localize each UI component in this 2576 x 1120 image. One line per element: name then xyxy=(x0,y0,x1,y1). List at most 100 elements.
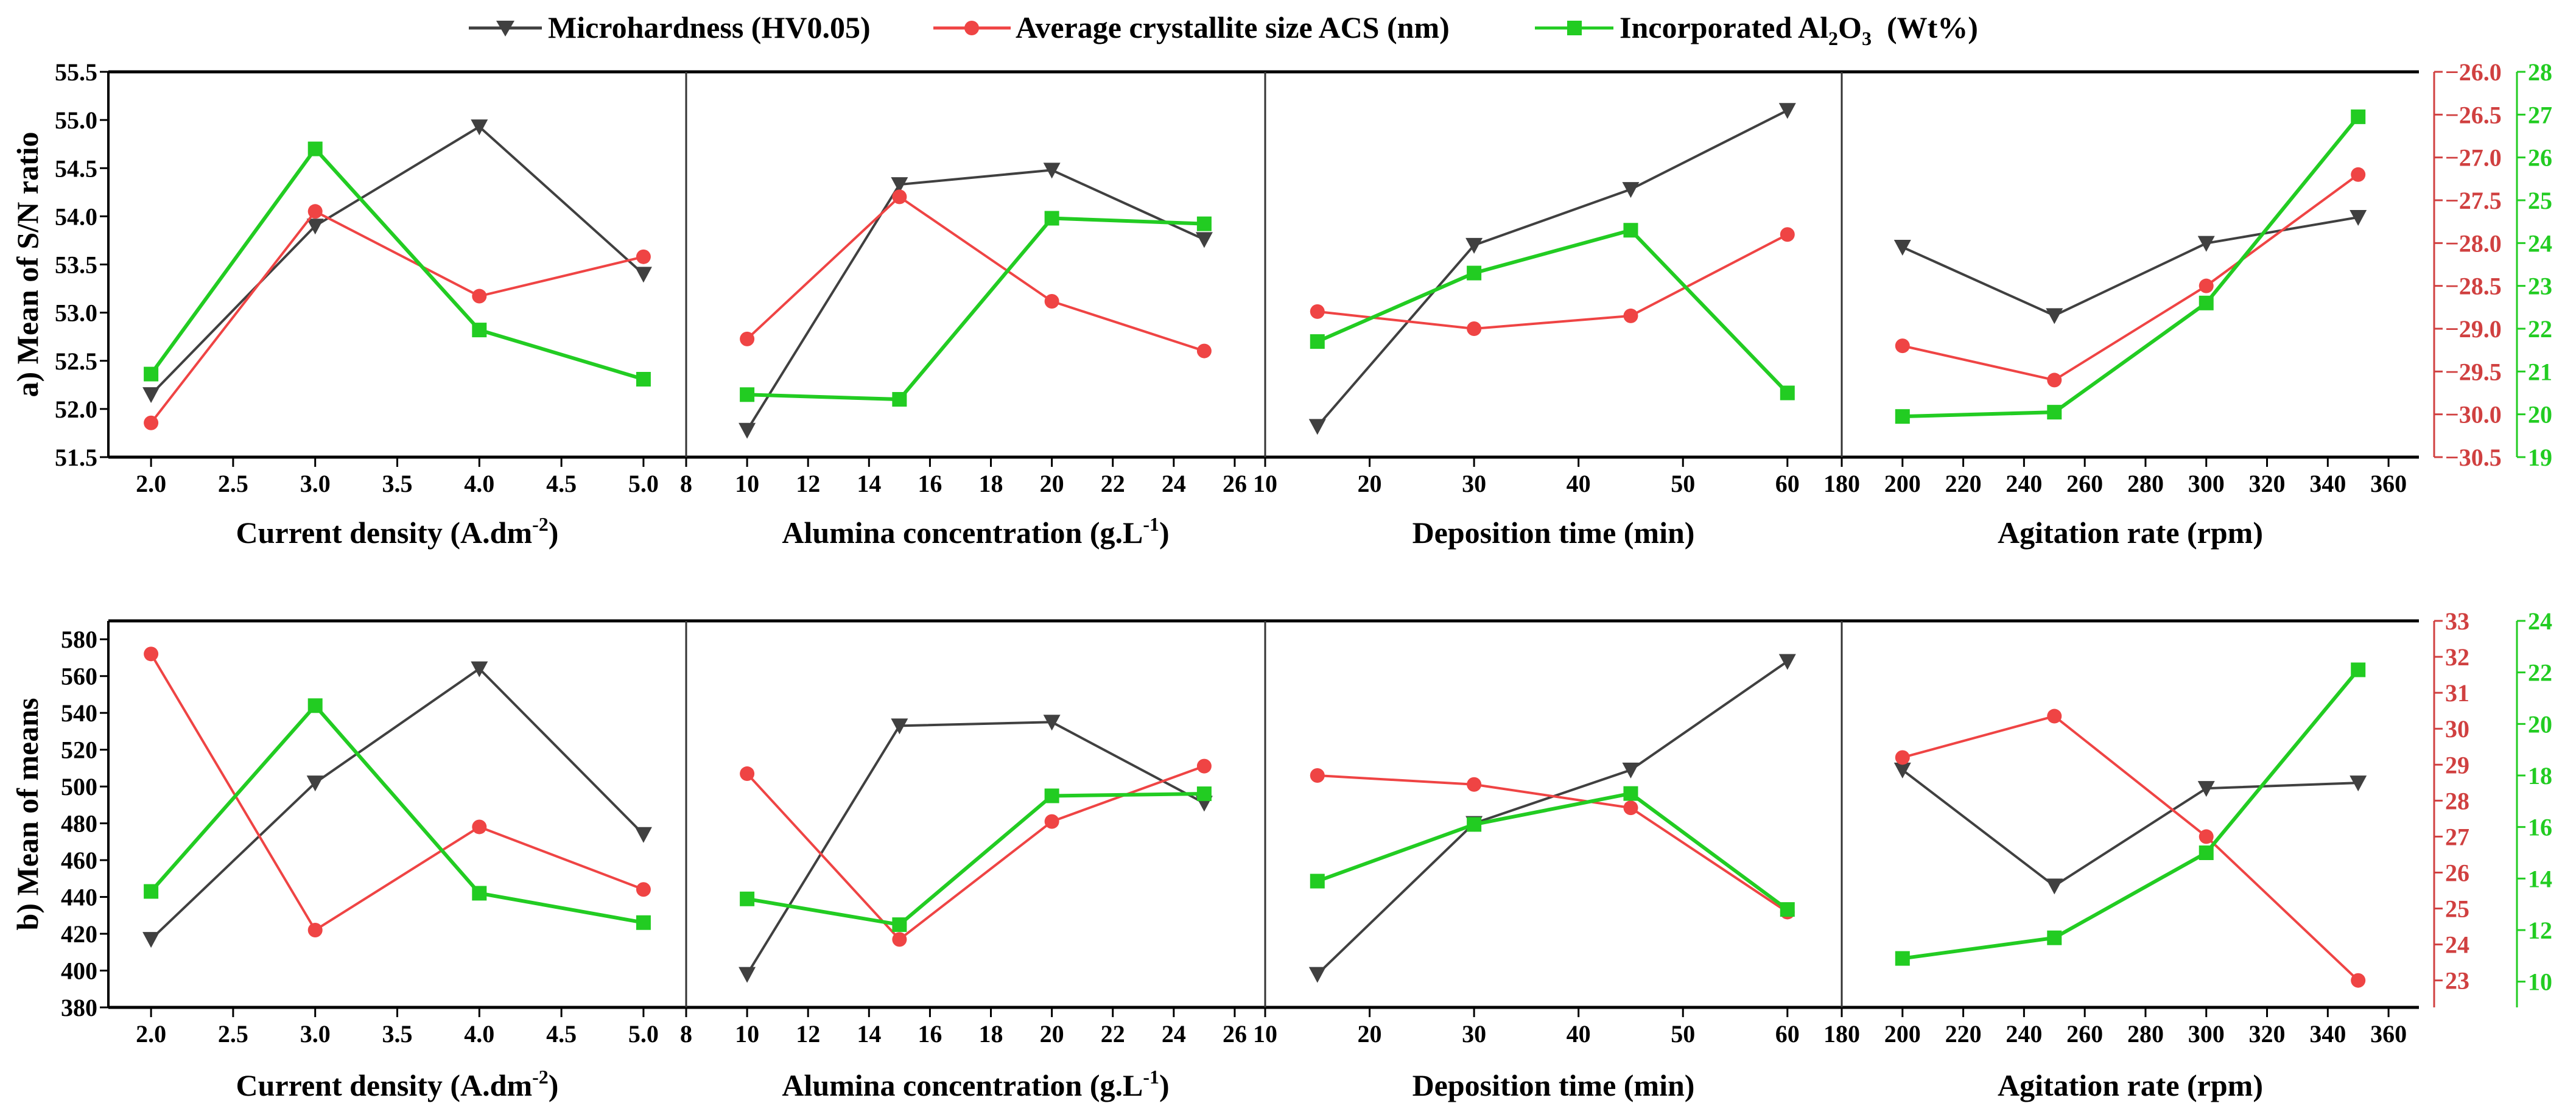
x-tick-label: 2.5 xyxy=(218,1020,248,1048)
microhardness-line xyxy=(746,169,1205,431)
x-tick-label: 10 xyxy=(735,470,759,497)
x-tick-label: 360 xyxy=(2370,1020,2407,1048)
acs-point xyxy=(144,415,159,430)
acs-line xyxy=(150,209,644,424)
x-tick-label: 280 xyxy=(2127,470,2164,497)
al2o3-tick-label: 22 xyxy=(2528,659,2552,687)
al2o3-point xyxy=(636,371,651,387)
x-tick-label: 3.0 xyxy=(300,1020,331,1048)
acs-point xyxy=(636,882,651,897)
al2o3-point xyxy=(144,884,159,899)
x-axis-title: Agitation rate (rpm) xyxy=(1998,516,2263,550)
al2o3-tick-label: 16 xyxy=(2528,814,2552,841)
x-tick-label: 10 xyxy=(1253,470,1277,497)
al2o3-point xyxy=(2047,930,2062,945)
x-tick-label: 5.0 xyxy=(628,1020,659,1048)
al2o3-tick-label: 24 xyxy=(2528,607,2552,635)
x-tick-label: 12 xyxy=(796,470,820,497)
al2o3-line xyxy=(149,145,644,381)
acs-point xyxy=(1895,750,1910,765)
al2o3-line xyxy=(149,702,644,925)
microhardness-point xyxy=(471,119,488,136)
x-tick-label: 340 xyxy=(2309,1020,2346,1048)
acs-tick-label: −30.0 xyxy=(2445,401,2502,429)
acs-tick-label: −26.5 xyxy=(2445,101,2502,128)
al2o3-tick-label: 24 xyxy=(2528,229,2552,257)
microhardness-line xyxy=(1901,215,2359,317)
y-tick-label: 500 xyxy=(61,773,97,800)
al2o3-tick-label: 10 xyxy=(2528,968,2552,996)
x-tick-label: 3.0 xyxy=(300,470,331,497)
al2o3-line xyxy=(1902,668,2360,961)
acs-tick-label: −27.5 xyxy=(2445,187,2502,214)
acs-point xyxy=(1623,800,1638,816)
microhardness-line xyxy=(1901,769,2359,887)
legend-triangle-marker xyxy=(496,21,514,37)
microhardness-line xyxy=(150,667,645,940)
x-tick-label: 60 xyxy=(1775,1020,1800,1048)
x-tick-label: 300 xyxy=(2188,470,2225,497)
al2o3-tick-label: 26 xyxy=(2528,144,2552,172)
microhardness-line xyxy=(1316,660,1788,976)
al2o3-point xyxy=(2199,845,2214,860)
microhardness-point xyxy=(739,422,756,439)
x-tick-label: 26 xyxy=(1223,470,1247,497)
subplot-2: 8 10 12 14 16 18 20 22 24 26 Alumina concentration… xyxy=(680,72,1247,550)
y-tick-label: 460 xyxy=(61,847,97,874)
x-tick-label: 10 xyxy=(735,1020,759,1048)
microhardness-point xyxy=(739,967,756,983)
y-tick-label: 540 xyxy=(61,699,97,727)
acs-point xyxy=(1780,227,1795,242)
al2o3-point xyxy=(2351,662,2366,677)
x-tick-label: 20 xyxy=(1040,470,1064,497)
y-tick-label: 53.0 xyxy=(55,299,97,327)
x-tick-label: 30 xyxy=(1462,1020,1486,1048)
microhardness-point xyxy=(1622,182,1640,198)
al2o3-point xyxy=(740,891,755,906)
al2o3-tick-label: 19 xyxy=(2528,444,2552,471)
x-axis-title: Alumina concentration (g.L-1) xyxy=(782,513,1169,550)
acs-line xyxy=(746,195,1205,352)
microhardness-point xyxy=(2350,209,2367,226)
al2o3-tick-label: 18 xyxy=(2528,762,2552,789)
x-axis-title: Deposition time (min) xyxy=(1413,1068,1695,1102)
x-tick-label: 50 xyxy=(1671,470,1695,497)
y-tick-label: 52.0 xyxy=(55,396,97,423)
acs-point xyxy=(2351,167,2366,182)
al2o3-point xyxy=(1196,216,1212,231)
x-tick-label: 200 xyxy=(1884,470,1921,497)
al2o3-point xyxy=(1895,951,1910,966)
x-tick-label: 16 xyxy=(918,470,942,497)
y-tick-label: 400 xyxy=(61,957,97,985)
acs-tick-label: 31 xyxy=(2445,679,2469,707)
microhardness-point xyxy=(1893,762,1911,779)
acs-tick-label: 26 xyxy=(2445,859,2469,886)
al2o3-point xyxy=(1044,788,1059,803)
x-tick-label: 260 xyxy=(2066,1020,2103,1048)
al2o3-point xyxy=(1196,786,1212,802)
microhardness-point xyxy=(1195,232,1213,248)
acs-point xyxy=(636,249,651,264)
microhardness-point xyxy=(1308,419,1326,435)
subplot-4: 180 200 220 240 260 280 300 320 340 360 Agitation … xyxy=(1823,621,2407,1102)
acs-line xyxy=(1317,233,1788,331)
microhardness-point xyxy=(1893,240,1911,256)
acs-tick-label: −29.0 xyxy=(2445,315,2502,343)
al2o3-point xyxy=(636,915,651,930)
acs-point xyxy=(307,923,323,937)
y-tick-label: 53.5 xyxy=(55,251,97,279)
legend-acs: Average crystallite size ACS (nm) xyxy=(1016,10,1450,44)
al2o3-point xyxy=(307,698,323,713)
al2o3-point xyxy=(892,392,907,407)
al2o3-line xyxy=(1316,228,1789,394)
al2o3-line xyxy=(747,216,1205,402)
microhardness-point xyxy=(142,387,160,404)
acs-tick-label: 23 xyxy=(2445,967,2469,995)
subplot-2: 8 10 12 14 16 18 20 22 24 26 Alumina concentration… xyxy=(680,621,1247,1102)
acs-line xyxy=(1902,715,2359,982)
y-tick-label: 480 xyxy=(61,810,97,838)
acs-point xyxy=(740,331,755,346)
y-tick-label: 560 xyxy=(61,663,97,690)
acs-point xyxy=(1310,304,1325,319)
y-tick-label: 420 xyxy=(61,920,97,948)
